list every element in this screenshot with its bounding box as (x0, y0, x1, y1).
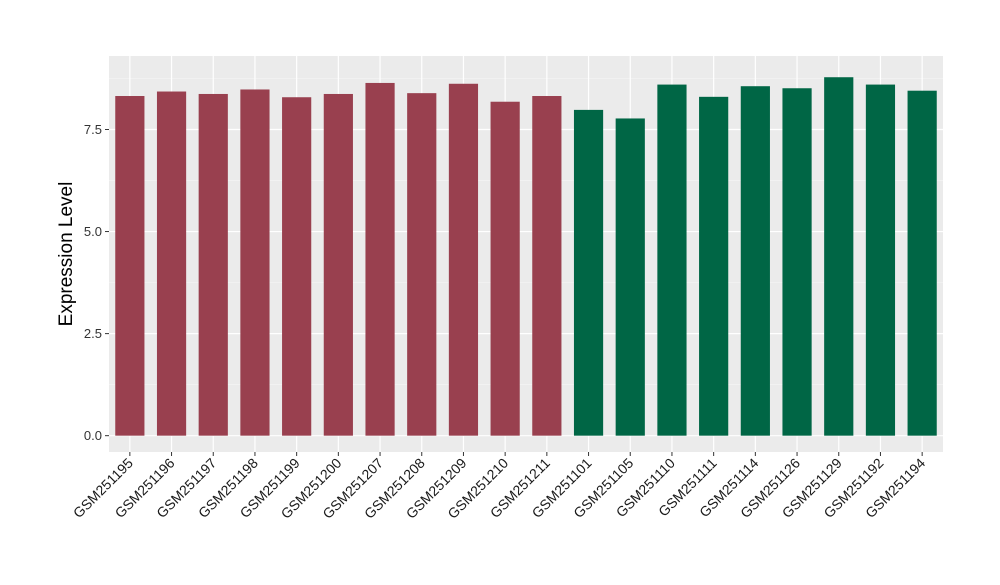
bar-gsm251196 (156, 91, 187, 436)
bar-gsm251198 (240, 89, 270, 436)
bars-group (115, 77, 937, 436)
bar-gsm251200 (323, 93, 353, 436)
bar-gsm251195 (115, 96, 145, 436)
bar-gsm251105 (615, 118, 645, 436)
bar-gsm251209 (448, 83, 479, 436)
plot-panel (109, 56, 943, 452)
bar-gsm251111 (699, 96, 729, 436)
bar-gsm251199 (282, 97, 312, 436)
bar-gsm251114 (740, 86, 770, 436)
y-tick-label: 2.5 (84, 326, 102, 341)
y-tick-label: 0.0 (84, 428, 102, 443)
bar-gsm251194 (907, 90, 937, 436)
y-axis-title: Expression Level (56, 182, 77, 327)
bar-gsm251210 (490, 101, 520, 436)
bar-gsm251207 (365, 82, 395, 436)
x-axis: GSM251195GSM251196GSM251197GSM251198GSM2… (70, 452, 928, 522)
bar-gsm251192 (865, 84, 896, 436)
y-axis: 0.0 2.5 5.0 7.5 (84, 122, 109, 443)
bar-gsm251101 (573, 109, 604, 436)
bar-gsm251110 (657, 84, 687, 436)
bar-gsm251197 (198, 93, 228, 436)
bar-gsm251126 (782, 88, 812, 436)
y-tick-label: 7.5 (84, 122, 102, 137)
bar-gsm251129 (824, 77, 854, 436)
bar-gsm251211 (532, 96, 562, 436)
y-tick-label: 5.0 (84, 224, 102, 239)
bar-gsm251208 (407, 93, 437, 436)
